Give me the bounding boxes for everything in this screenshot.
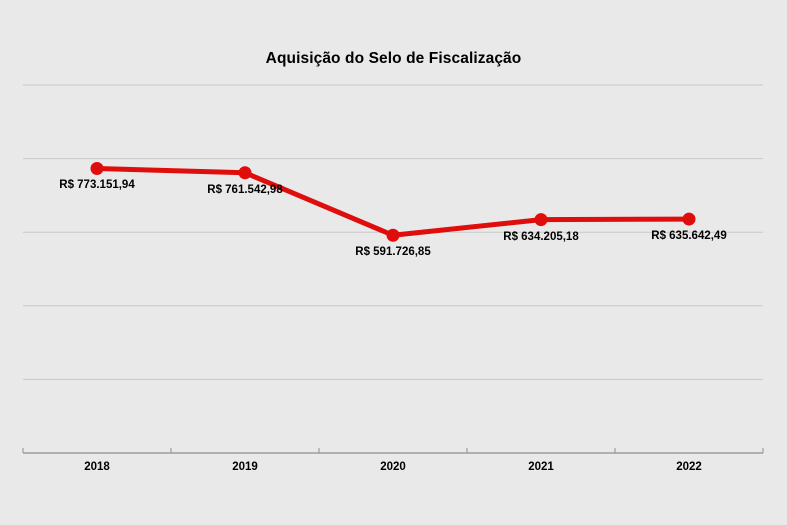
data-point-label: R$ 634.205,18	[503, 230, 579, 243]
data-point-marker	[682, 212, 696, 226]
data-point-marker	[90, 161, 104, 175]
data-point-marker	[534, 213, 548, 227]
data-series-line	[94, 165, 692, 238]
x-axis-label: 2018	[84, 461, 110, 473]
data-point-marker	[386, 228, 400, 242]
x-axis-label: 2019	[232, 461, 258, 473]
data-point-label: R$ 761.542,98	[207, 183, 283, 196]
x-axis-label: 2020	[380, 461, 406, 473]
data-point-label: R$ 773.151,94	[59, 179, 135, 192]
x-axis-label: 2021	[528, 461, 554, 473]
x-axis-label: 2022	[676, 461, 702, 473]
chart-title: Aquisição do Selo de Fiscalização	[265, 50, 522, 67]
data-point-marker	[238, 166, 252, 180]
data-point-label: R$ 635.642,49	[651, 230, 727, 243]
data-point-label: R$ 591.726,85	[355, 246, 431, 259]
